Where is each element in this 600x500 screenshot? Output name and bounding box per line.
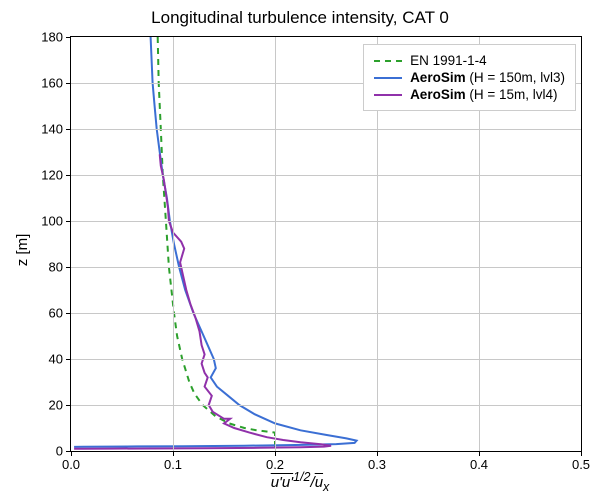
ytick-label: 120 (41, 168, 63, 183)
legend: EN 1991-1-4 AeroSim (H = 150m, lvl3) AeroS… (363, 44, 576, 111)
legend-label: AeroSim (H = 15m, lvl4) (410, 87, 557, 102)
legend-item: AeroSim (H = 15m, lvl4) (374, 87, 565, 102)
xtick-label: 0.5 (572, 457, 590, 472)
series-line (74, 37, 357, 447)
ytick-label: 100 (41, 214, 63, 229)
ytick-label: 20 (49, 398, 63, 413)
ytick-label: 40 (49, 352, 63, 367)
x-axis-label: u'u'1/2/ux (271, 470, 330, 494)
ytick-label: 160 (41, 76, 63, 91)
ytick-label: 60 (49, 306, 63, 321)
legend-swatch (374, 71, 402, 85)
legend-label: AeroSim (H = 150m, lvl3) (410, 70, 565, 85)
legend-item: EN 1991-1-4 (374, 53, 565, 68)
xtick-label: 0.1 (164, 457, 182, 472)
xtick-label: 0.4 (470, 457, 488, 472)
legend-swatch (374, 88, 402, 102)
series-line (158, 37, 275, 450)
legend-swatch (374, 54, 402, 68)
ytick-label: 80 (49, 260, 63, 275)
xtick-label: 0.3 (368, 457, 386, 472)
chart-title: Longitudinal turbulence intensity, CAT 0 (0, 8, 600, 28)
legend-label: EN 1991-1-4 (410, 53, 487, 68)
xtick-label: 0.0 (62, 457, 80, 472)
xtick-label: 0.2 (266, 457, 284, 472)
turbulence-chart: Longitudinal turbulence intensity, CAT 0… (0, 0, 600, 500)
ytick-label: 180 (41, 30, 63, 45)
ytick-label: 140 (41, 122, 63, 137)
legend-item: AeroSim (H = 150m, lvl3) (374, 70, 565, 85)
y-axis-label: z [m] (14, 234, 31, 267)
